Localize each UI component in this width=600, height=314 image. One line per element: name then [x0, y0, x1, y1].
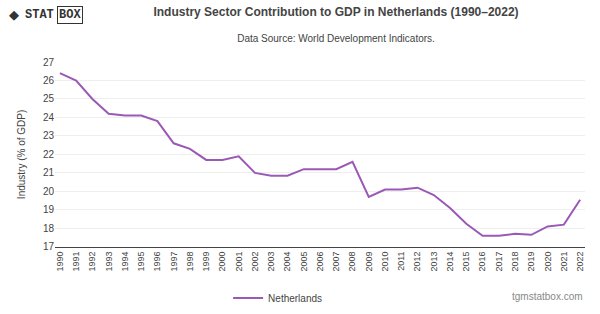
- svg-text:1999: 1999: [201, 251, 211, 271]
- svg-text:2004: 2004: [282, 251, 292, 271]
- svg-text:1992: 1992: [87, 251, 97, 271]
- svg-text:27: 27: [43, 57, 55, 68]
- svg-text:1998: 1998: [185, 251, 195, 271]
- svg-text:◆: ◆: [9, 7, 19, 22]
- svg-text:1991: 1991: [71, 251, 81, 271]
- svg-text:24: 24: [43, 112, 55, 123]
- svg-text:2010: 2010: [380, 251, 390, 271]
- svg-text:2013: 2013: [429, 251, 439, 271]
- svg-text:20: 20: [43, 186, 55, 197]
- svg-text:1990: 1990: [55, 251, 65, 271]
- svg-text:2011: 2011: [396, 251, 406, 270]
- svg-text:tgmstatbox.com: tgmstatbox.com: [512, 291, 583, 302]
- svg-text:2008: 2008: [347, 251, 357, 271]
- svg-text:2012: 2012: [412, 251, 422, 271]
- svg-text:Netherlands: Netherlands: [268, 293, 322, 304]
- svg-text:2017: 2017: [494, 251, 504, 271]
- svg-text:STAT: STAT: [25, 8, 54, 22]
- svg-text:BOX: BOX: [59, 8, 81, 22]
- svg-text:26: 26: [43, 75, 55, 86]
- svg-text:22: 22: [43, 149, 55, 160]
- svg-text:1997: 1997: [169, 251, 179, 271]
- svg-text:21: 21: [43, 167, 55, 178]
- svg-text:25: 25: [43, 93, 55, 104]
- svg-text:2016: 2016: [478, 251, 488, 271]
- svg-text:1994: 1994: [120, 251, 130, 271]
- svg-text:1993: 1993: [104, 251, 114, 271]
- svg-text:2000: 2000: [217, 251, 227, 271]
- svg-text:2003: 2003: [266, 251, 276, 271]
- svg-text:2006: 2006: [315, 251, 325, 271]
- svg-text:2002: 2002: [250, 251, 260, 271]
- svg-text:2022: 2022: [575, 251, 585, 271]
- svg-text:2007: 2007: [331, 251, 341, 271]
- svg-text:Industry (% of GDP): Industry (% of GDP): [16, 110, 27, 199]
- svg-text:19: 19: [43, 204, 55, 215]
- svg-text:23: 23: [43, 130, 55, 141]
- svg-text:2021: 2021: [559, 251, 569, 271]
- svg-text:2015: 2015: [461, 251, 471, 271]
- svg-text:Industry Sector Contribution t: Industry Sector Contribution to GDP in N…: [153, 5, 518, 19]
- svg-text:18: 18: [43, 223, 55, 234]
- svg-text:Data Source: World Development: Data Source: World Development Indicator…: [237, 33, 435, 44]
- svg-text:2001: 2001: [234, 251, 244, 271]
- svg-text:1996: 1996: [152, 251, 162, 271]
- svg-text:2018: 2018: [510, 251, 520, 271]
- svg-text:2019: 2019: [526, 251, 536, 271]
- svg-text:17: 17: [43, 241, 55, 252]
- svg-text:2014: 2014: [445, 251, 455, 271]
- svg-text:2005: 2005: [299, 251, 309, 271]
- svg-text:2009: 2009: [364, 251, 374, 271]
- svg-text:1995: 1995: [136, 251, 146, 271]
- svg-text:2020: 2020: [543, 251, 553, 271]
